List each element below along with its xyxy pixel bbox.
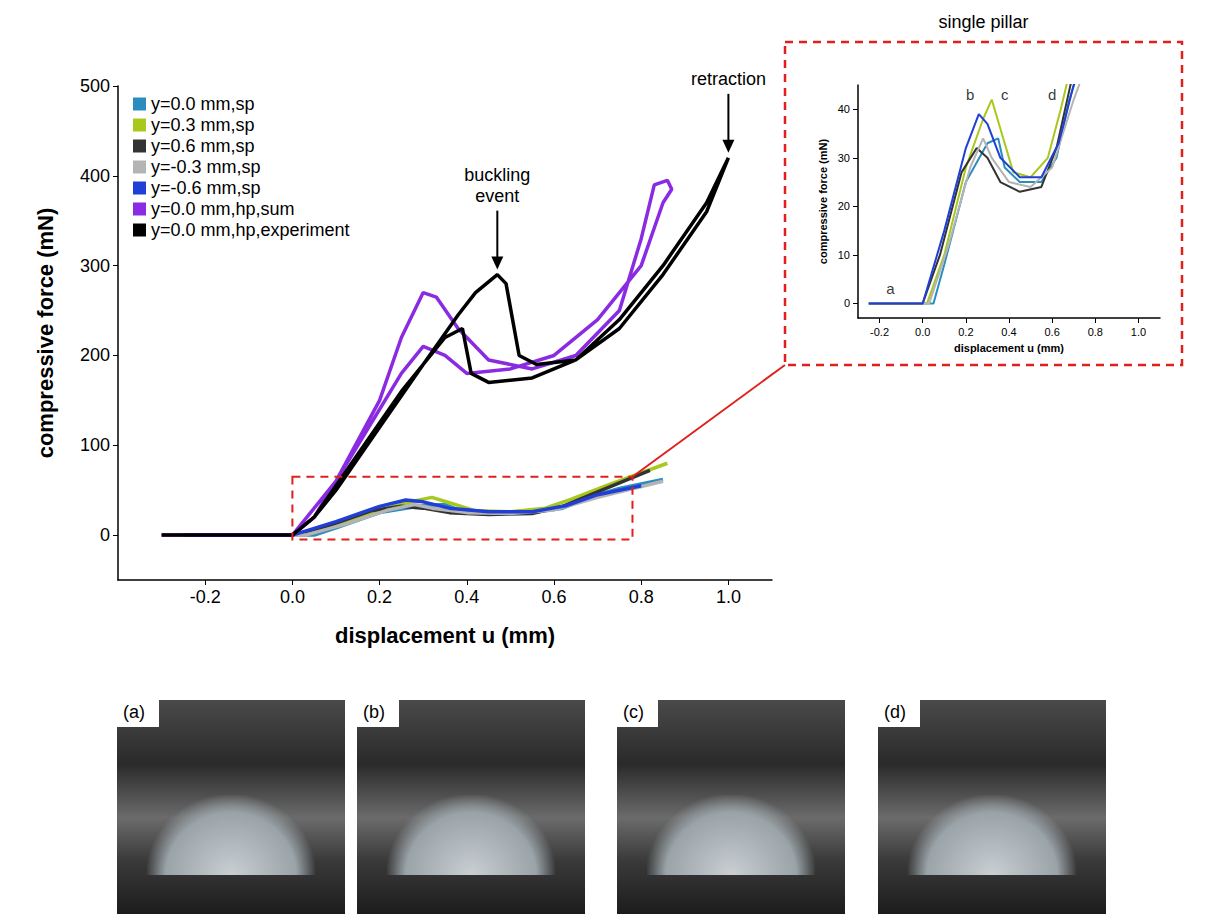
svg-text:1.0: 1.0 xyxy=(716,587,741,607)
svg-text:retraction: retraction xyxy=(691,69,766,89)
svg-text:y=-0.3 mm,sp: y=-0.3 mm,sp xyxy=(151,157,261,177)
svg-text:y=0.0 mm,hp,sum: y=0.0 mm,hp,sum xyxy=(151,199,295,219)
svg-text:d: d xyxy=(1048,86,1056,103)
svg-text:y=-0.6 mm,sp: y=-0.6 mm,sp xyxy=(151,178,261,198)
svg-text:40: 40 xyxy=(838,103,850,115)
svg-text:y=0.6 mm,sp: y=0.6 mm,sp xyxy=(151,136,255,156)
svg-text:500: 500 xyxy=(80,76,110,96)
svg-text:30: 30 xyxy=(838,152,850,164)
svg-text:0.6: 0.6 xyxy=(541,587,566,607)
svg-text:100: 100 xyxy=(80,435,110,455)
svg-text:c: c xyxy=(1001,86,1009,103)
svg-text:0.8: 0.8 xyxy=(1088,326,1103,338)
html-text:(b): (b) xyxy=(363,702,385,722)
svg-text:-0.2: -0.2 xyxy=(870,326,889,338)
svg-text:0: 0 xyxy=(844,297,850,309)
svg-text:y=0.3 mm,sp: y=0.3 mm,sp xyxy=(151,115,255,135)
html-text:(c): (c) xyxy=(623,702,644,722)
svg-text:0.0: 0.0 xyxy=(280,587,305,607)
html-text:(a): (a) xyxy=(123,702,145,722)
svg-text:0.6: 0.6 xyxy=(1044,326,1059,338)
svg-text:300: 300 xyxy=(80,256,110,276)
svg-text:20: 20 xyxy=(838,200,850,212)
svg-text:single pillar: single pillar xyxy=(938,12,1028,32)
svg-text:displacement u (mm): displacement u (mm) xyxy=(335,623,555,648)
svg-text:-0.2: -0.2 xyxy=(190,587,221,607)
svg-text:b: b xyxy=(966,86,974,103)
svg-text:10: 10 xyxy=(838,249,850,261)
svg-text:400: 400 xyxy=(80,166,110,186)
svg-text:displacement u (mm): displacement u (mm) xyxy=(954,342,1064,354)
svg-text:0.4: 0.4 xyxy=(454,587,479,607)
svg-text:0: 0 xyxy=(100,525,110,545)
svg-text:event: event xyxy=(475,186,519,206)
svg-text:0.2: 0.2 xyxy=(958,326,973,338)
html-text:(d): (d) xyxy=(884,702,906,722)
svg-text:a: a xyxy=(886,280,895,297)
svg-text:0.4: 0.4 xyxy=(1001,326,1016,338)
svg-text:y=0.0 mm,sp: y=0.0 mm,sp xyxy=(151,94,255,114)
svg-text:compressive force (mN): compressive force (mN) xyxy=(817,139,829,265)
svg-text:0.8: 0.8 xyxy=(629,587,654,607)
svg-text:y=0.0 mm,hp,experiment: y=0.0 mm,hp,experiment xyxy=(151,220,350,240)
svg-text:compressive force (mN): compressive force (mN) xyxy=(33,208,58,459)
svg-text:200: 200 xyxy=(80,345,110,365)
svg-text:1.0: 1.0 xyxy=(1131,326,1146,338)
svg-text:0.2: 0.2 xyxy=(367,587,392,607)
svg-text:0.0: 0.0 xyxy=(915,326,930,338)
svg-text:buckling: buckling xyxy=(464,165,530,185)
